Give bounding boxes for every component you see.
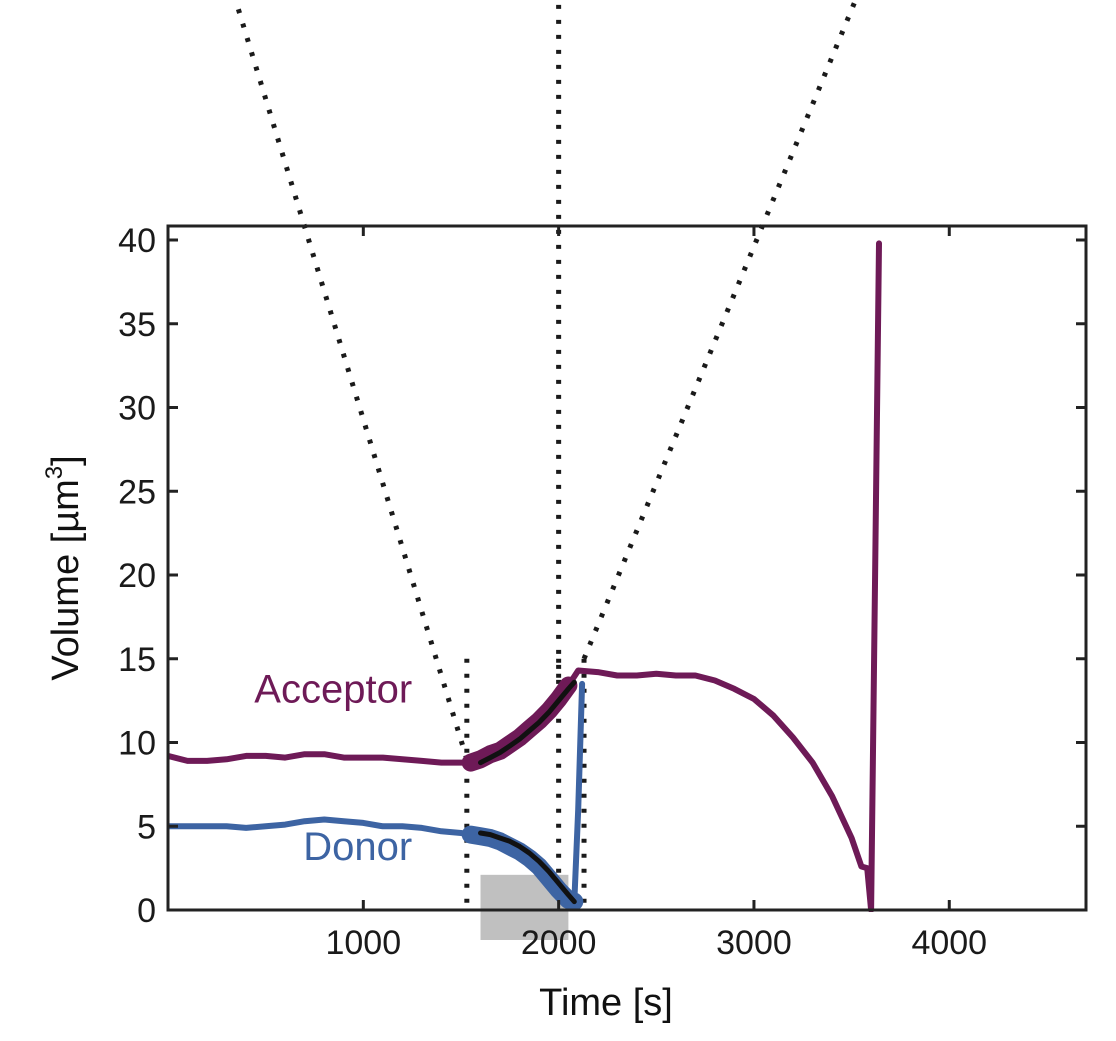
x-tick-label: 2000	[521, 924, 597, 962]
x-tick-label: 1000	[325, 924, 401, 962]
series-label-acceptor: Acceptor	[254, 667, 412, 711]
acceptor-fit-line	[478, 679, 577, 766]
donor-fit-line	[478, 830, 577, 905]
donor-line	[168, 680, 586, 905]
y-tick-label: 30	[118, 390, 156, 428]
donor-fit-region	[461, 825, 584, 911]
y-axis-ticks: 0 5 10 15 20 25 30 35 40	[118, 222, 1086, 930]
y-tick-label: 15	[118, 641, 156, 679]
vertical-dotted-lines	[464, 658, 587, 914]
y-tick-label: 20	[118, 557, 156, 595]
y-tick-label: 5	[137, 808, 156, 846]
series-label-donor: Donor	[303, 825, 412, 869]
y-axis-title-superscript: 3	[41, 466, 68, 479]
plot-frame	[166, 224, 1088, 912]
y-tick-label: 25	[118, 473, 156, 511]
y-tick-label: 35	[118, 306, 156, 344]
y-tick-label: 40	[118, 222, 156, 260]
plot-series	[168, 240, 882, 912]
y-tick-label: 10	[118, 725, 156, 763]
y-axis-title-main: Volume [µm	[45, 479, 87, 680]
fan-lines	[232, 0, 859, 760]
x-axis-ticks: 1000 2000 3000 4000	[325, 226, 987, 962]
x-tick-label: 3000	[716, 924, 792, 962]
acceptor-fit-region	[461, 676, 578, 772]
x-tick-label: 4000	[911, 924, 987, 962]
fan-line-2	[581, 0, 859, 660]
y-axis-title-suffix: ]	[45, 455, 87, 466]
x-axis-title: Time [s]	[539, 982, 673, 1024]
y-tick-label: 0	[137, 892, 156, 930]
y-axis-title: Volume [µm3]	[41, 455, 87, 680]
acceptor-line	[168, 240, 882, 912]
fan-line-0	[232, 0, 470, 760]
